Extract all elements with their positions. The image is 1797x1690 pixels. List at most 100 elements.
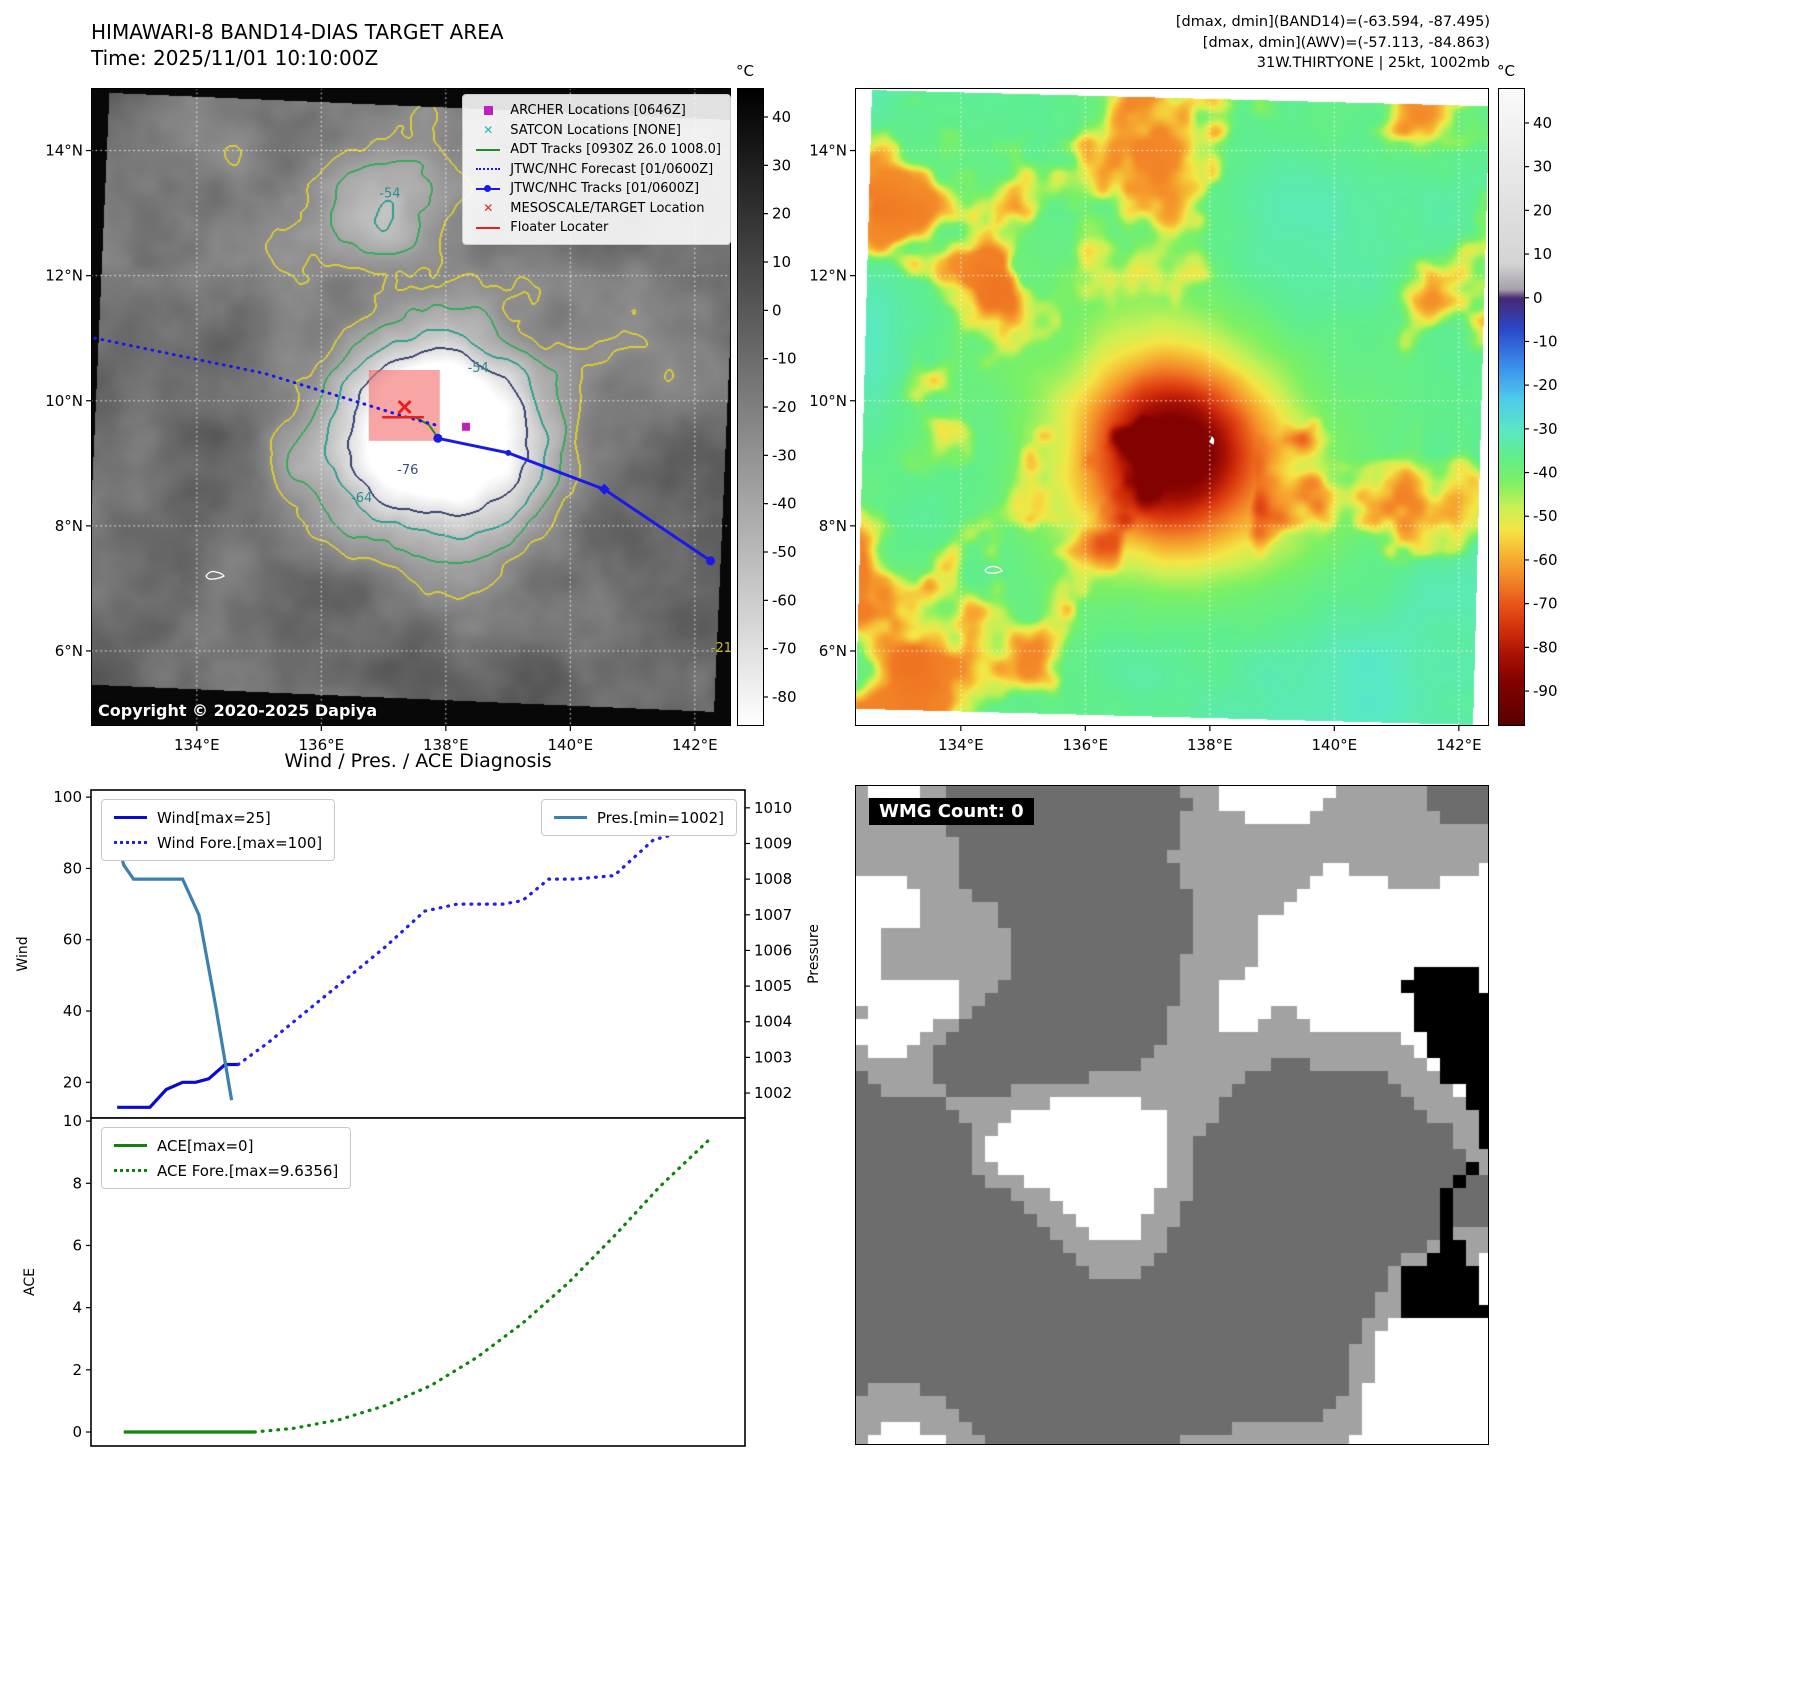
colorbar-tick-label: -60 (772, 591, 797, 609)
colorbar-tick-label: 30 (1533, 158, 1552, 176)
diagnosis-title: Wind / Pres. / ACE Diagnosis (284, 750, 552, 772)
wind-tick-label: 20 (63, 1073, 82, 1091)
wind-tick-label: 80 (63, 859, 82, 877)
colorbar-tick-label: -80 (772, 688, 797, 706)
legend-label: ACE Fore.[max=9.6356] (157, 1161, 339, 1180)
wind-tick-label: 60 (63, 931, 82, 949)
colorbar-tick-label: -20 (1533, 376, 1558, 394)
wmg-count-badge: WMG Count: 0 (869, 798, 1034, 825)
awv-colorbar-ticks: 40 30 20 10 0 -10 -20 -30 -40 -50 -60 -70 -80 -90 (1525, 114, 1558, 700)
legend-label: ACE[max=0] (157, 1136, 254, 1155)
band14-colorbar-unit: °C (736, 62, 754, 80)
x-tick-label: 138°E (1187, 736, 1233, 754)
y-tick-label: 6°N (819, 642, 847, 660)
awv-colorbar-unit: °C (1497, 62, 1515, 80)
ace-tick-label: 6 (72, 1236, 82, 1254)
wmg-pixel-map (855, 785, 1489, 1445)
storm-id-intensity-label: 31W.THIRTYONE | 25kt, 1002mb (1256, 55, 1490, 71)
x-tick-label: 136°E (1063, 736, 1109, 754)
awv-header: [dmax, dmin](BAND14)=(-63.594, -87.495) … (900, 12, 1490, 74)
ace-axis-label: ACE (22, 1268, 38, 1296)
band14-legend: ARCHER Locations [0646Z] ✕ SATCON Location… (462, 94, 731, 245)
ace-legend-box: ACE[max=0] ACE Fore.[max=9.6356] (101, 1127, 352, 1189)
legend-item-wind-forecast: Wind Fore.[max=100] (114, 830, 322, 855)
y-tick-label: 12°N (809, 267, 847, 285)
pressure-line-swatch-icon (553, 816, 587, 819)
pressure-tick-label: 1005 (754, 977, 792, 995)
colorbar-tick-label: 30 (772, 156, 791, 174)
colorbar-tick-label: -40 (1533, 464, 1558, 482)
awv-header-band14-range: [dmax, dmin](BAND14)=(-63.594, -87.495) (1175, 14, 1490, 30)
band14-legend-item: ✕ MESOSCALE/TARGET Location (472, 199, 721, 219)
band14-legend-item: JTWC/NHC Forecast [01/0600Z] (472, 160, 721, 180)
ace-tick-label: 8 (72, 1174, 82, 1192)
copyright-label: Copyright © 2020-2025 Dapiya (98, 701, 378, 720)
x-tick-label: 134°E (938, 736, 984, 754)
band14-legend-item: Floater Locater (472, 218, 721, 238)
colorbar-tick-label: -30 (772, 446, 797, 464)
awv-colorbar (1498, 88, 1525, 726)
pressure-tick-label: 1004 (754, 1013, 792, 1031)
colorbar-tick-label: -80 (1533, 638, 1558, 656)
line-marker-icon (472, 148, 504, 151)
wind-tick-label: 100 (53, 788, 82, 806)
y-tick-label: 8°N (55, 517, 83, 535)
y-tick-label: 10°N (45, 392, 83, 410)
band14-legend-label: SATCON Locations [NONE] (510, 122, 681, 138)
band14-legend-item: ARCHER Locations [0646Z] (472, 101, 721, 121)
legend-item-ace: ACE[max=0] (114, 1133, 338, 1158)
ace-tick-label: 10 (63, 1112, 82, 1130)
awv-satellite-image (855, 88, 1489, 726)
wind-tick-label: 40 (63, 1002, 82, 1020)
legend-label: Pres.[min=1002] (596, 808, 724, 827)
band14-colorbar (737, 88, 764, 726)
x-tick-label: 142°E (1436, 736, 1482, 754)
band14-legend-label: ARCHER Locations [0646Z] (510, 103, 686, 119)
pressure-legend-box: Pres.[min=1002] (540, 799, 737, 836)
line-marker-icon (472, 226, 504, 229)
band14-legend-item: ADT Tracks [0930Z 26.0 1008.0] (472, 140, 721, 160)
colorbar-tick-label: 10 (772, 253, 791, 271)
series-wind-max-25- (117, 1062, 239, 1109)
colorbar-tick-label: -60 (1533, 551, 1558, 569)
legend-label: Wind[max=25] (157, 808, 271, 827)
y-tick-label: 12°N (45, 267, 83, 285)
band14-legend-label: JTWC/NHC Tracks [01/0600Z] (510, 181, 700, 197)
colorbar-tick-label: -30 (1533, 420, 1558, 438)
pressure-tick-label: 1007 (754, 906, 792, 924)
awv-header-awv-range: [dmax, dmin](AWV)=(-57.113, -84.863) (1202, 34, 1490, 51)
colorbar-tick-label: -10 (1533, 332, 1558, 350)
band14-title: HIMAWARI-8 BAND14-DIAS TARGET AREA (91, 20, 504, 44)
colorbar-tick-label: 20 (1533, 201, 1552, 219)
ace-tick-label: 4 (72, 1299, 82, 1317)
band14-legend-item: JTWC/NHC Tracks [01/0600Z] (472, 179, 721, 199)
ace-line-swatch-icon (114, 1144, 147, 1147)
colorbar-tick-label: -70 (1533, 595, 1558, 613)
ace-tick-label: 2 (72, 1361, 82, 1379)
colorbar-tick-label: 40 (772, 108, 791, 126)
pressure-tick-label: 1010 (754, 799, 792, 817)
y-tick-label: 6°N (55, 642, 83, 660)
pressure-tick-label: 1008 (754, 870, 792, 888)
wind-forecast-swatch-icon (114, 841, 147, 844)
y-tick-label: 10°N (809, 392, 847, 410)
band14-legend-label: Floater Locater (510, 220, 609, 236)
pressure-tick-label: 1002 (754, 1084, 792, 1102)
x-marker-icon: ✕ (483, 123, 494, 138)
x-marker-icon: ✕ (483, 201, 494, 216)
dotted-marker-icon (472, 168, 504, 171)
colorbar-tick-label: 0 (1533, 289, 1543, 307)
y-tick-label: 14°N (809, 142, 847, 160)
colorbar-tick-label: -70 (772, 640, 797, 658)
y-tick-label: 14°N (45, 142, 83, 160)
wind-line-swatch-icon (114, 816, 147, 819)
y-tick-label: 8°N (819, 517, 847, 535)
colorbar-tick-label: -90 (1533, 682, 1558, 700)
legend-item-pressure: Pres.[min=1002] (553, 805, 724, 830)
colorbar-tick-label: -20 (772, 398, 797, 416)
band14-legend-label: MESOSCALE/TARGET Location (510, 200, 705, 216)
pressure-tick-label: 1006 (754, 941, 792, 959)
colorbar-tick-label: 10 (1533, 245, 1552, 263)
wind-axis-label: Wind (15, 936, 31, 971)
